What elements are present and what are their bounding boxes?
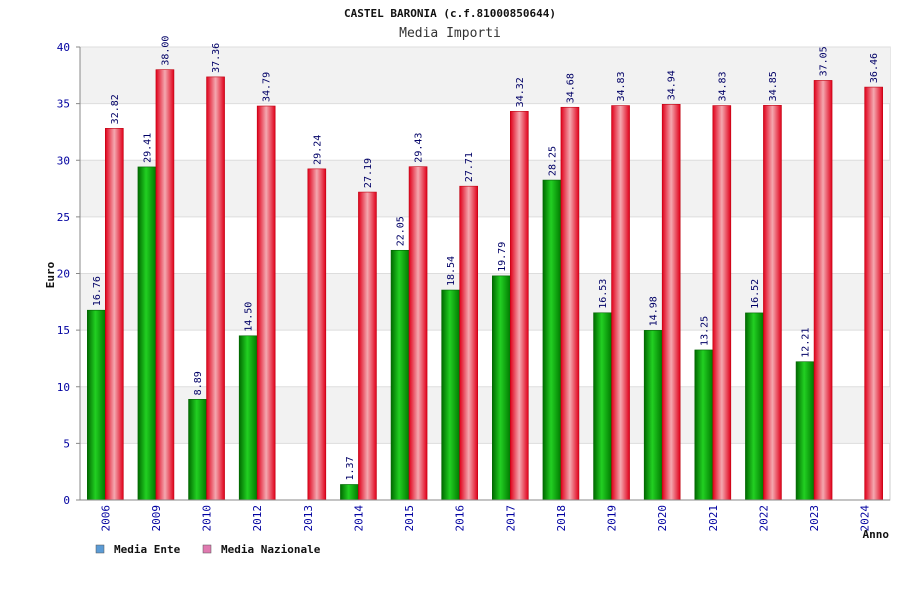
x-axis-label: Anno — [863, 528, 890, 541]
x-tick-label: 2024 — [859, 505, 872, 532]
x-tick-label: 2014 — [352, 505, 365, 532]
bar-media-nazionale — [459, 185, 478, 501]
bar-media-nazionale — [813, 80, 833, 501]
x-tick-label: 2017 — [504, 505, 517, 532]
x-tick-label: 2015 — [403, 505, 416, 532]
x-tick-label: 2021 — [707, 505, 720, 532]
data-label: 34.94 — [667, 70, 678, 100]
y-axis-label: Euro — [44, 261, 57, 288]
data-label: 34.83 — [717, 71, 728, 101]
chart-subtitle: Media Importi — [399, 26, 501, 41]
data-label: 14.98 — [649, 296, 660, 326]
data-label: 36.46 — [869, 53, 880, 83]
bar-media-nazionale — [155, 69, 175, 501]
data-label: 32.82 — [110, 94, 121, 124]
x-tick-label: 2023 — [808, 505, 821, 532]
y-tick-label: 40 — [57, 41, 70, 54]
data-label: 34.68 — [565, 73, 576, 103]
data-label: 12.21 — [801, 328, 812, 358]
data-label: 34.32 — [515, 77, 526, 107]
x-tick-label: 2012 — [251, 505, 264, 532]
bars-group — [87, 69, 883, 501]
legend-swatch-media-ente — [95, 544, 105, 554]
data-label: 18.54 — [446, 256, 457, 286]
data-label: 8.89 — [193, 371, 204, 395]
bar-media-ente — [643, 330, 663, 501]
bar-media-nazionale — [510, 111, 529, 501]
y-tick-label: 10 — [57, 381, 70, 394]
data-label: 19.79 — [497, 242, 508, 272]
data-label: 37.36 — [211, 43, 222, 73]
bar-media-ente — [745, 312, 764, 501]
data-labels-group: 16.76 32.82 29.41 38.00 8.89 37.36 14.50 34.79 2… — [92, 36, 880, 481]
x-tick-label: 2016 — [454, 505, 467, 532]
y-tick-label: 30 — [57, 154, 70, 167]
data-label: 16.53 — [598, 279, 609, 309]
legend-label-media-nazionale: Media Nazionale — [221, 543, 321, 556]
bar-media-ente — [390, 249, 410, 501]
y-tick-label: 5 — [63, 437, 70, 450]
data-label: 16.76 — [92, 276, 103, 306]
x-tick-label: 2019 — [606, 505, 619, 532]
y-tick-label: 0 — [63, 494, 70, 507]
x-tick-label: 2018 — [555, 505, 568, 532]
y-tick-label: 25 — [57, 211, 70, 224]
x-tick-label: 2020 — [656, 505, 669, 532]
x-tick-label: 2010 — [201, 505, 214, 532]
legend-label-media-ente: Media Ente — [114, 543, 181, 556]
data-label: 34.85 — [768, 71, 779, 101]
data-label: 27.71 — [464, 152, 475, 182]
data-label: 29.24 — [312, 135, 323, 165]
y-tick-label: 20 — [57, 268, 70, 281]
bar-media-ente — [795, 361, 815, 501]
bar-media-nazionale — [560, 106, 580, 501]
data-label: 13.25 — [699, 316, 710, 346]
bar-media-nazionale — [307, 168, 327, 501]
data-label: 27.19 — [363, 158, 374, 188]
data-label: 29.41 — [142, 133, 153, 163]
legend-swatch-media-nazionale — [202, 544, 212, 554]
data-label: 38.00 — [160, 36, 171, 66]
x-tick-label: 2009 — [150, 505, 163, 532]
data-label: 34.79 — [262, 72, 273, 102]
bar-media-nazionale — [206, 76, 225, 501]
bar-media-ente — [441, 289, 460, 501]
bar-media-nazionale — [358, 191, 377, 501]
bar-media-ente — [238, 335, 258, 501]
bar-media-ente — [492, 275, 511, 501]
bar-media-ente — [188, 399, 207, 501]
x-tick-label: 2006 — [99, 505, 112, 532]
data-label: 29.43 — [414, 133, 425, 163]
bar-media-nazionale — [256, 105, 276, 501]
bar-media-nazionale — [864, 86, 883, 501]
bar-media-nazionale — [408, 166, 428, 501]
data-label: 22.05 — [396, 216, 407, 246]
x-tick-label: 2013 — [302, 505, 315, 532]
bar-media-nazionale — [661, 104, 681, 501]
x-tick-label: 2022 — [757, 505, 770, 532]
bar-media-ente — [593, 312, 612, 501]
data-label: 1.37 — [345, 456, 356, 480]
legend: Media Ente Media Nazionale — [95, 543, 321, 556]
data-label: 37.05 — [819, 46, 830, 76]
data-label: 34.83 — [616, 71, 627, 101]
y-tick-label: 15 — [57, 324, 70, 337]
bar-media-ente — [542, 179, 562, 501]
bar-media-nazionale — [763, 105, 782, 501]
chart-title: CASTEL BARONIA (c.f.81000850644) — [344, 7, 556, 20]
bar-media-nazionale — [105, 128, 124, 501]
bar-media-ente — [87, 309, 106, 501]
bar-media-ente — [340, 484, 359, 501]
data-label: 16.52 — [750, 279, 761, 309]
axes-group: 0 5 10 15 20 25 30 35 40 2006 2009 2010 2012 2013 2014… — [57, 41, 890, 532]
bar-media-ente — [137, 166, 157, 501]
bar-media-nazionale — [611, 105, 630, 501]
data-label: 28.25 — [547, 146, 558, 176]
y-tick-label: 35 — [57, 98, 70, 111]
data-label: 14.50 — [244, 302, 255, 332]
bar-media-nazionale — [712, 105, 732, 501]
bar-media-ente — [694, 349, 714, 501]
